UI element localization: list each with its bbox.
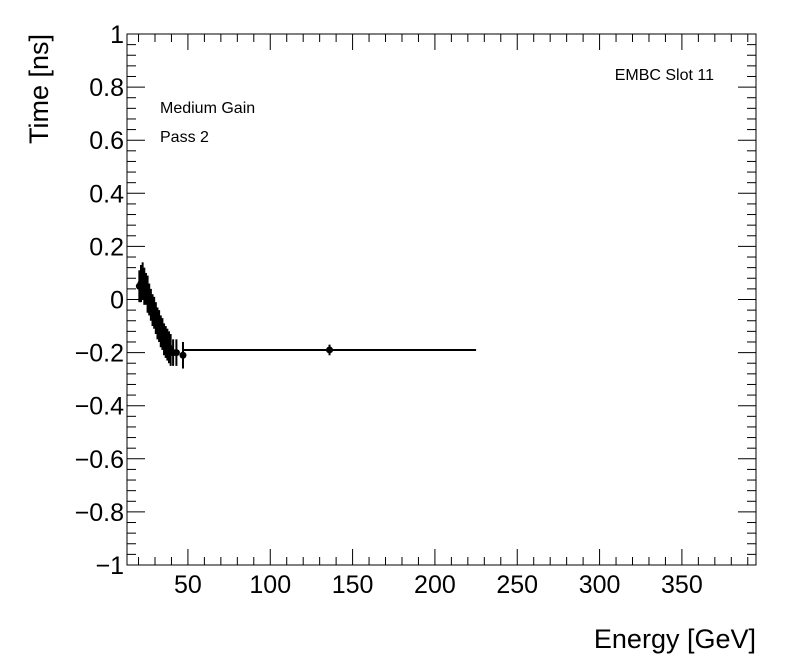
y-tick-label: 0.2 <box>89 233 124 261</box>
y-tick-label: −0.2 <box>75 340 124 368</box>
y-axis-title: Time [ns] <box>24 34 54 144</box>
x-tick-label: 300 <box>579 571 621 599</box>
data-points <box>135 262 477 369</box>
point-marker <box>172 349 180 357</box>
y-tick-label: −0.6 <box>75 446 124 474</box>
point-marker <box>326 346 334 354</box>
point-marker <box>179 351 187 359</box>
axis-ticks <box>127 33 756 566</box>
data-point <box>179 341 187 369</box>
y-tick-label: 0.4 <box>89 180 124 208</box>
y-tick-label: 0.6 <box>89 127 124 155</box>
x-tick-label: 200 <box>414 571 456 599</box>
data-point <box>172 339 180 366</box>
pass-annotation: Pass 2 <box>160 129 209 146</box>
x-tick-label: 250 <box>496 571 538 599</box>
y-tick-label: −0.4 <box>75 393 124 421</box>
y-tick-label: 0 <box>110 287 124 315</box>
gain-annotation: Medium Gain <box>160 100 255 117</box>
x-tick-label: 50 <box>174 571 202 599</box>
y-tick-label: 0.8 <box>89 74 124 102</box>
y-tick-label: 1 <box>110 21 124 49</box>
x-axis-title: Energy [GeV] <box>594 624 756 654</box>
y-tick-label: −0.8 <box>75 499 124 527</box>
y-tick-label: −1 <box>95 552 124 580</box>
x-tick-label: 100 <box>249 571 291 599</box>
x-tick-labels: 50 100 150 200 250 300 350 <box>174 571 703 599</box>
x-tick-label: 350 <box>661 571 703 599</box>
slot-annotation: EMBC Slot 11 <box>615 67 714 84</box>
x-tick-label: 150 <box>332 571 374 599</box>
data-point <box>182 344 477 356</box>
y-tick-labels: −1 −0.8 −0.6 −0.4 −0.2 0 0.2 0.4 0.6 0.8 1 <box>75 21 124 580</box>
